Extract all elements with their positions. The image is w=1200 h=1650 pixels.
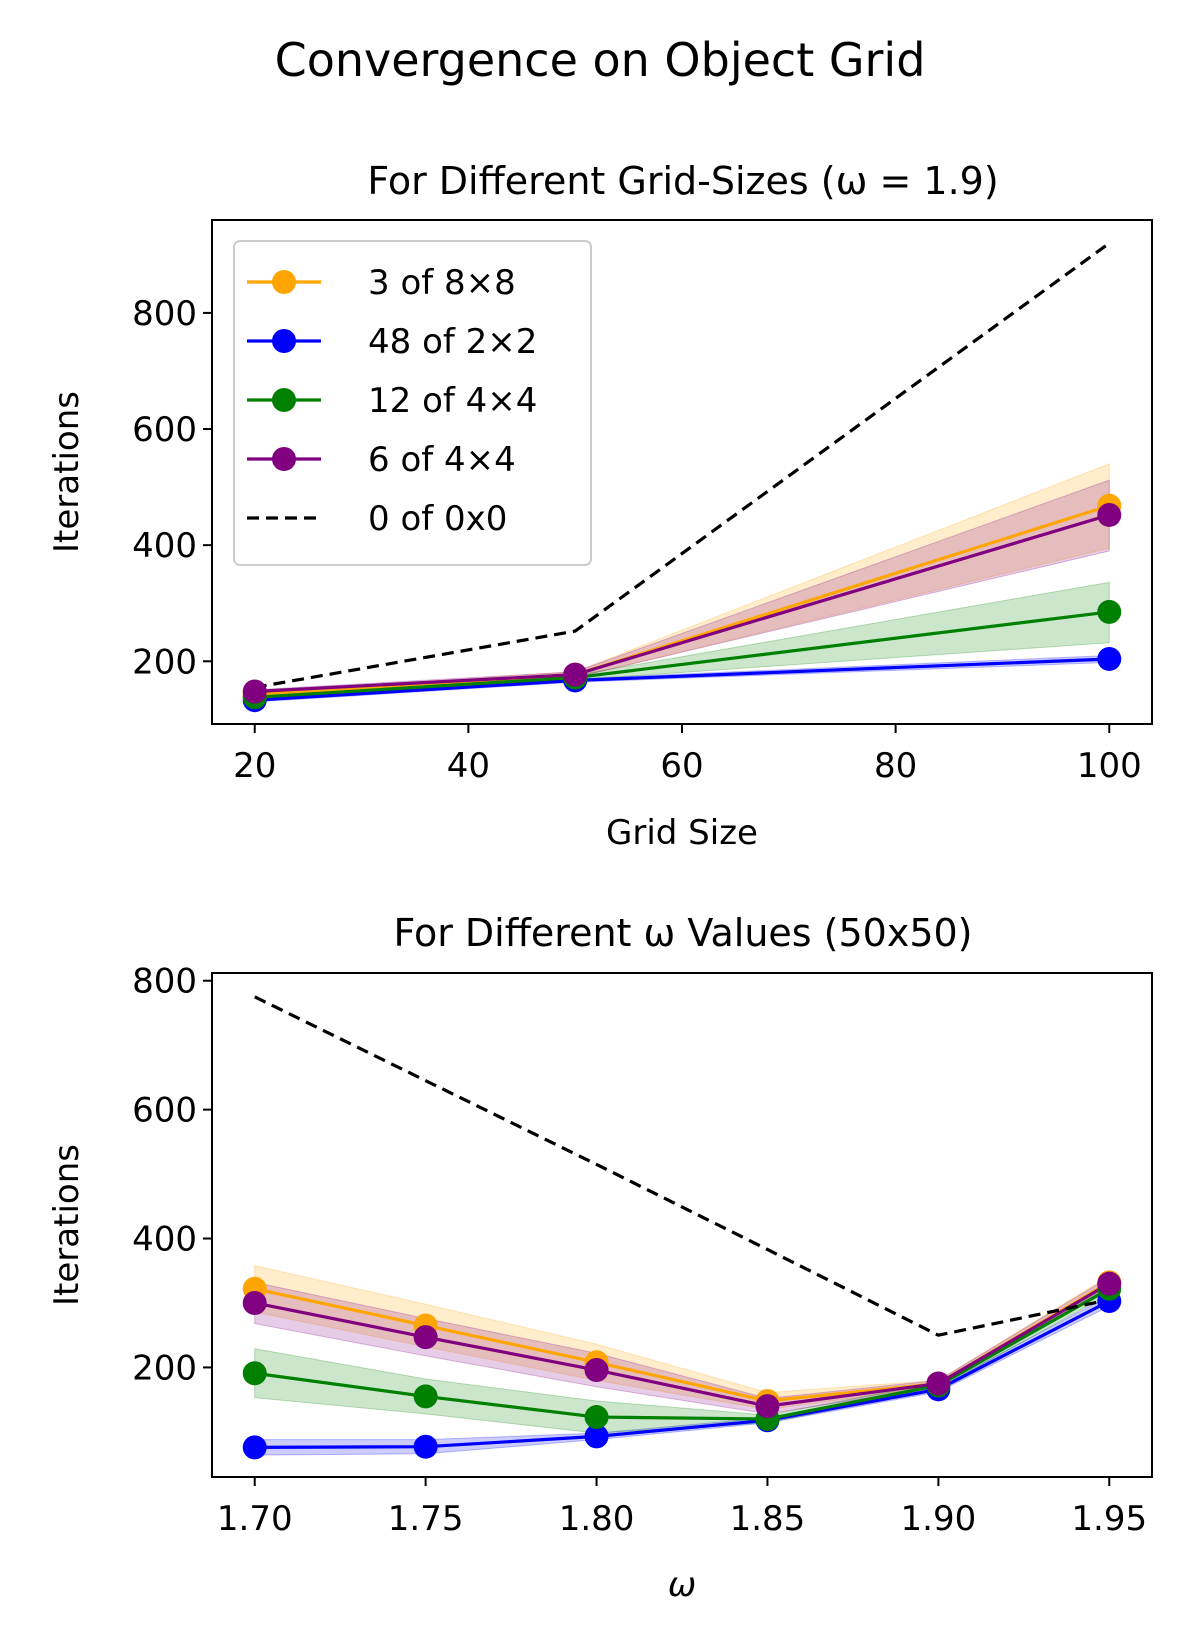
y-tick-label: 400 xyxy=(132,526,197,566)
data-point xyxy=(1097,646,1122,671)
data-point xyxy=(584,1358,609,1383)
series-line xyxy=(254,241,1111,689)
data-point xyxy=(413,1325,438,1350)
y-tick-label: 400 xyxy=(132,1220,197,1260)
legend-swatch-marker xyxy=(272,388,296,412)
series-markers xyxy=(242,1270,1122,1460)
subplot-grid-sizes: For Different Grid-Sizes (ω = 1.9) 200 40… xyxy=(47,159,1153,853)
y-tick-label: 800 xyxy=(132,294,197,334)
y-tick-label: 600 xyxy=(132,1091,197,1131)
legend-label: 12 of 4×4 xyxy=(368,381,537,421)
legend-label: 6 of 4×4 xyxy=(368,440,516,480)
data-point xyxy=(1097,1271,1122,1296)
figure-suptitle: Convergence on Object Grid xyxy=(275,33,926,87)
plot-frame xyxy=(211,219,1153,725)
subplot-title: For Different ω Values (50x50) xyxy=(393,911,972,955)
data-point xyxy=(584,1405,609,1430)
y-axis-ticks: 200 400 600 800 xyxy=(132,294,212,682)
series-line xyxy=(254,1287,1111,1421)
legend-swatch-marker xyxy=(272,447,296,471)
data-point xyxy=(242,1290,267,1315)
data-point xyxy=(413,1434,438,1459)
legend-box xyxy=(233,240,592,566)
y-axis-label: Iterations xyxy=(47,391,87,553)
y-tick-label: 600 xyxy=(132,410,197,450)
subplot-omega-values: For Different ω Values (50x50) 200 400 600… xyxy=(47,911,1153,1605)
data-point xyxy=(926,1371,951,1396)
legend-swatch-marker xyxy=(272,329,296,353)
data-point xyxy=(413,1384,438,1409)
y-tick-label: 200 xyxy=(132,642,197,682)
x-tick-label: 80 xyxy=(874,746,917,786)
series-line xyxy=(254,1282,1111,1408)
legend: 3 of 8×8 48 of 2×2 12 of 4×4 6 of 4×4 0 of 0… xyxy=(233,240,592,566)
y-axis-ticks: 200 400 600 800 xyxy=(132,962,212,1388)
x-axis-label: Grid Size xyxy=(606,813,758,853)
data-point xyxy=(242,1361,267,1386)
x-tick-label: 1.70 xyxy=(217,1499,293,1539)
x-tick-label: 1.75 xyxy=(388,1499,464,1539)
data-point xyxy=(1097,599,1122,624)
series-markers xyxy=(242,493,1122,713)
x-axis-ticks: 1.70 1.75 1.80 1.85 1.90 1.95 xyxy=(217,1477,1147,1539)
x-tick-label: 1.90 xyxy=(901,1499,977,1539)
x-tick-label: 40 xyxy=(447,746,490,786)
data-point xyxy=(1097,502,1122,527)
series-line xyxy=(254,1299,1111,1449)
series-line xyxy=(254,995,1110,1337)
y-axis-label: Iterations xyxy=(47,1144,87,1306)
subplot-title: For Different Grid-Sizes (ω = 1.9) xyxy=(367,159,998,203)
legend-swatch-marker xyxy=(272,270,296,294)
legend-label: 3 of 8×8 xyxy=(368,263,516,303)
legend-label: 48 of 2×2 xyxy=(368,322,537,362)
x-tick-label: 60 xyxy=(660,746,703,786)
data-point xyxy=(563,662,588,687)
x-axis-label: ω xyxy=(668,1565,696,1605)
y-tick-label: 200 xyxy=(132,1348,197,1388)
x-tick-label: 20 xyxy=(233,746,276,786)
data-point xyxy=(584,1424,609,1449)
x-axis-ticks: 20 40 60 80 100 xyxy=(233,724,1142,786)
data-point xyxy=(242,1435,267,1460)
data-point xyxy=(242,679,267,704)
data-point xyxy=(755,1394,780,1419)
x-tick-label: 1.80 xyxy=(559,1499,635,1539)
plot-frame xyxy=(211,972,1153,1478)
y-tick-label: 800 xyxy=(132,962,197,1002)
x-tick-label: 100 xyxy=(1077,746,1142,786)
x-tick-label: 1.85 xyxy=(730,1499,806,1539)
series-lines xyxy=(254,995,1111,1449)
x-tick-label: 1.95 xyxy=(1071,1499,1147,1539)
legend-label: 0 of 0x0 xyxy=(368,499,507,539)
